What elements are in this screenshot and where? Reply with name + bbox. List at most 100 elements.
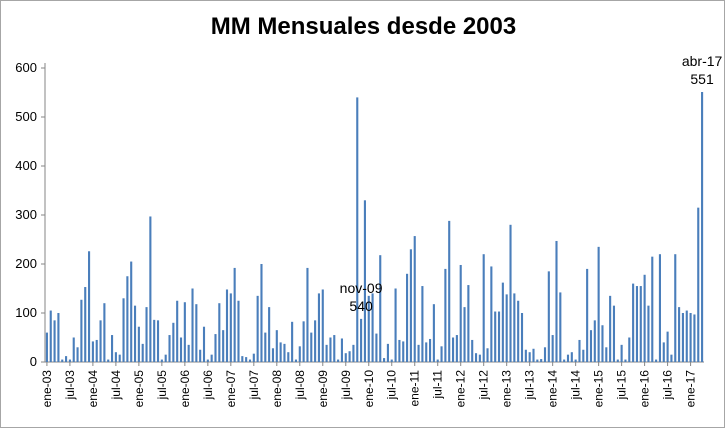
bar xyxy=(275,330,278,362)
chart-title: MM Mensuales desde 2003 xyxy=(210,13,517,40)
bar xyxy=(536,359,539,362)
x-tick-label: jul-10 xyxy=(385,370,399,401)
bar xyxy=(666,331,669,362)
y-tick-label: 200 xyxy=(15,256,37,271)
bar xyxy=(149,216,152,362)
bar xyxy=(145,307,148,362)
annotation-label: nov-09 xyxy=(340,280,383,296)
bar xyxy=(440,346,443,362)
annotation-value: 551 xyxy=(690,71,714,87)
bar xyxy=(49,310,52,362)
x-tick-label: ene-04 xyxy=(86,370,100,408)
bar xyxy=(191,288,194,362)
y-tick-label: 100 xyxy=(15,305,37,320)
x-tick-label: ene-14 xyxy=(546,370,560,408)
x-tick-label: jul-07 xyxy=(247,370,261,401)
bar xyxy=(620,344,623,362)
bar xyxy=(283,343,286,362)
x-tick-label: ene-16 xyxy=(638,370,652,408)
bar xyxy=(218,303,221,362)
bar xyxy=(509,224,512,362)
bar xyxy=(279,342,282,362)
bar xyxy=(344,353,347,362)
bar xyxy=(214,334,217,362)
bar xyxy=(551,335,554,362)
bar xyxy=(172,322,175,362)
bar xyxy=(210,354,213,362)
bar xyxy=(639,286,642,362)
bar xyxy=(616,359,619,362)
bar xyxy=(697,207,700,362)
bar xyxy=(555,240,558,362)
bar xyxy=(156,320,160,362)
bar xyxy=(367,295,370,362)
bar xyxy=(260,264,263,362)
x-tick-label: jul-11 xyxy=(431,370,445,400)
bar xyxy=(310,332,313,362)
bar xyxy=(126,276,129,362)
bar xyxy=(574,359,577,362)
bar xyxy=(337,359,340,362)
bar xyxy=(421,286,424,362)
bar xyxy=(432,304,435,362)
bar xyxy=(586,268,589,362)
bar xyxy=(609,295,612,362)
bar xyxy=(429,338,432,362)
bar xyxy=(287,352,290,362)
bar xyxy=(298,346,301,362)
bar xyxy=(566,354,570,362)
bar xyxy=(118,354,121,362)
bar xyxy=(471,339,474,362)
bar xyxy=(624,359,627,362)
x-tick-label: ene-09 xyxy=(316,370,330,408)
bar xyxy=(459,264,462,362)
bar xyxy=(543,347,547,362)
bar xyxy=(486,348,489,362)
x-tick-label: ene-08 xyxy=(270,370,284,408)
bar xyxy=(605,347,608,362)
bar xyxy=(678,307,681,362)
bar xyxy=(360,318,363,362)
bar xyxy=(130,261,133,362)
bar xyxy=(482,254,485,362)
bar xyxy=(398,339,401,362)
x-tick-label: ene-13 xyxy=(500,370,514,408)
bar xyxy=(306,267,309,362)
bar xyxy=(513,293,516,362)
bar xyxy=(111,335,114,362)
bar xyxy=(425,342,428,362)
bar xyxy=(528,352,531,362)
bar xyxy=(597,246,600,362)
bar xyxy=(202,326,206,362)
bar xyxy=(160,359,163,362)
y-tick-label: 600 xyxy=(15,60,37,75)
bar xyxy=(302,321,305,362)
bar xyxy=(348,351,351,362)
bar xyxy=(99,320,102,362)
bar xyxy=(61,359,64,362)
bar xyxy=(540,359,543,362)
bar xyxy=(76,347,79,362)
bar xyxy=(245,357,248,362)
bar xyxy=(195,304,198,362)
x-tick-label: ene-05 xyxy=(132,370,146,408)
bar xyxy=(91,341,94,362)
bar xyxy=(84,287,87,362)
x-tick-label: jul-16 xyxy=(661,370,675,401)
bar xyxy=(183,302,186,362)
bar xyxy=(501,282,504,362)
bar xyxy=(406,273,409,362)
bar xyxy=(314,320,317,362)
bar xyxy=(474,353,478,362)
bar xyxy=(517,300,520,362)
bar xyxy=(252,353,255,362)
x-tick-label: jul-15 xyxy=(615,370,629,401)
bar xyxy=(505,294,508,362)
bar xyxy=(693,314,696,362)
bar xyxy=(179,337,183,362)
bar xyxy=(72,337,75,362)
bar xyxy=(133,305,137,362)
bar xyxy=(402,341,405,362)
bar xyxy=(233,267,236,362)
y-tick-label: 0 xyxy=(30,354,37,369)
